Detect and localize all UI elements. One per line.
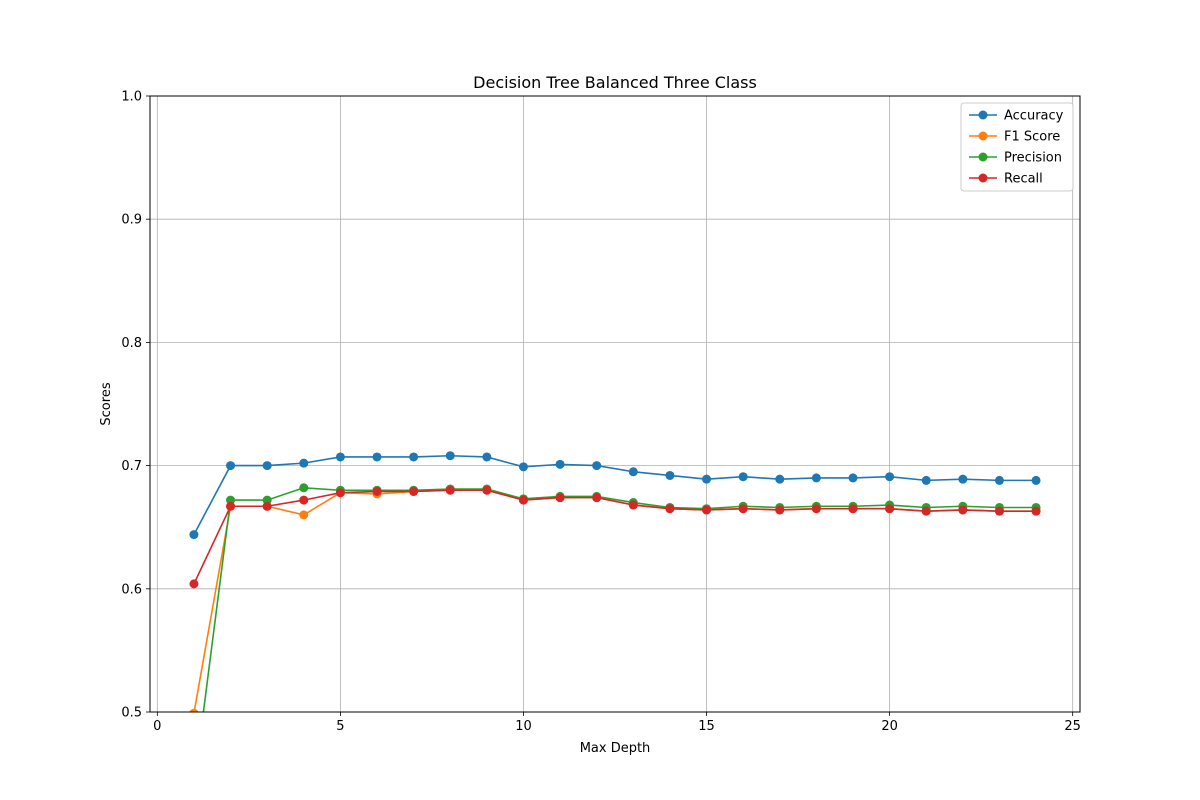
data-point-accuracy [482, 452, 492, 462]
x-axis-label: Max Depth [580, 741, 651, 756]
data-point-accuracy [189, 530, 199, 540]
data-point-accuracy [702, 474, 712, 484]
data-point-recall [702, 505, 712, 515]
data-point-recall [335, 488, 345, 498]
data-point-recall [592, 493, 602, 503]
data-point-f1-score [189, 708, 199, 712]
data-point-recall [958, 505, 968, 515]
y-tick-label: 0.6 [121, 582, 142, 597]
data-point-recall [628, 500, 638, 510]
data-point-recall [921, 506, 931, 516]
data-point-recall [372, 486, 382, 496]
legend-label-accuracy: Accuracy [1004, 109, 1064, 124]
series-line-precision [202, 486, 1037, 712]
data-point-f1-score [299, 510, 309, 520]
data-point-recall [1031, 506, 1041, 516]
data-point-recall [189, 579, 199, 589]
legend-item-precision: Precision [969, 151, 1062, 166]
legend-label-precision: Precision [1004, 151, 1062, 166]
data-point-accuracy [335, 452, 345, 462]
data-point-recall [555, 493, 565, 503]
data-point-recall [775, 505, 785, 515]
data-point-recall [299, 495, 309, 505]
x-tick-label: 25 [1064, 719, 1081, 734]
data-point-accuracy [848, 473, 858, 483]
series-line-recall [193, 489, 1037, 585]
data-point-accuracy [811, 473, 821, 483]
data-point-accuracy [628, 467, 638, 477]
data-point-accuracy [299, 458, 309, 468]
legend-marker-precision [978, 152, 988, 162]
x-tick-label: 5 [336, 719, 344, 734]
data-point-recall [848, 504, 858, 514]
data-point-accuracy [1031, 475, 1041, 485]
data-point-accuracy [372, 452, 382, 462]
data-point-recall [482, 485, 492, 495]
data-point-precision [226, 495, 236, 505]
legend-marker-f1-score [978, 131, 988, 141]
x-tick-label: 10 [515, 719, 532, 734]
y-tick-label: 0.9 [121, 213, 142, 228]
data-point-recall [994, 506, 1004, 516]
series-layer [189, 451, 1041, 712]
data-point-accuracy [518, 462, 528, 472]
data-point-accuracy [994, 475, 1004, 485]
data-point-recall [811, 504, 821, 514]
legend-label-recall: Recall [1004, 172, 1043, 187]
x-tick-label: 20 [881, 719, 898, 734]
x-tick-label: 15 [698, 719, 715, 734]
data-point-precision [299, 483, 309, 493]
plot-frame [149, 95, 1081, 713]
chart-title: Decision Tree Balanced Three Class [473, 73, 757, 92]
data-point-accuracy [555, 459, 565, 469]
series-recall [189, 485, 1041, 589]
data-point-recall [738, 504, 748, 514]
data-point-recall [226, 501, 236, 511]
data-point-accuracy [226, 461, 236, 471]
legend-box [960, 102, 1074, 192]
data-point-precision [262, 495, 272, 505]
data-point-recall [665, 504, 675, 514]
data-point-recall [262, 501, 272, 511]
y-tick-label: 0.8 [121, 336, 142, 351]
y-axis-label: Scores [99, 382, 114, 425]
data-point-accuracy [592, 461, 602, 471]
legend: Accuracy F1 Score Precision Recall [960, 102, 1074, 192]
data-point-accuracy [885, 472, 895, 482]
data-point-recall [518, 495, 528, 505]
series-line-accuracy [193, 454, 1037, 535]
legend-item-recall: Recall [969, 172, 1043, 187]
data-point-accuracy [665, 470, 675, 480]
data-point-accuracy [445, 451, 455, 461]
data-point-accuracy [958, 474, 968, 484]
data-point-accuracy [775, 474, 785, 484]
legend-marker-recall [978, 173, 988, 183]
data-point-accuracy [738, 472, 748, 482]
data-point-recall [409, 486, 419, 496]
legend-item-accuracy: Accuracy [969, 109, 1064, 124]
legend-item-f1-score: F1 Score [969, 130, 1060, 145]
y-tick-label: 1.0 [121, 90, 142, 105]
data-point-recall [885, 504, 895, 514]
series-accuracy [189, 451, 1041, 540]
legend-label-f1-score: F1 Score [1004, 130, 1060, 145]
legend-marker-accuracy [978, 110, 988, 120]
data-point-accuracy [409, 452, 419, 462]
y-tick-label: 0.7 [121, 459, 142, 474]
data-point-accuracy [262, 461, 272, 471]
axis-ticks: 0 5 10 15 20 25 0.5 0.6 0.7 0.8 0.9 1.0 [121, 90, 1081, 735]
y-tick-label: 0.5 [121, 706, 142, 721]
data-point-recall [445, 485, 455, 495]
data-point-accuracy [921, 475, 931, 485]
x-tick-label: 0 [153, 719, 161, 734]
